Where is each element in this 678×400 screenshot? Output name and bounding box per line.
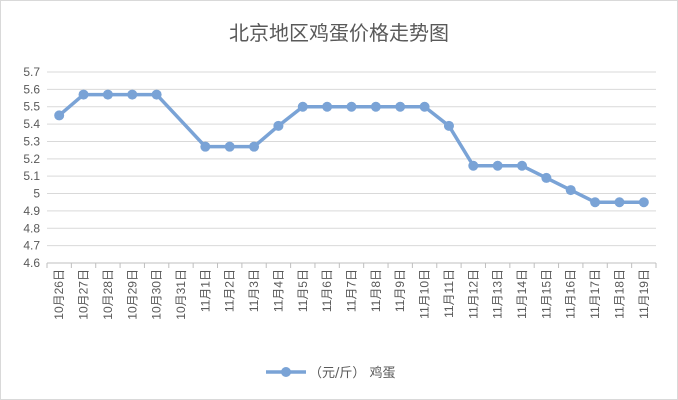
y-tick-label: 4.8	[23, 221, 40, 235]
data-point	[395, 101, 406, 112]
x-tick-label: 11月10日	[418, 269, 432, 319]
gridlines	[47, 71, 656, 247]
data-point	[370, 101, 381, 112]
data-point	[151, 89, 162, 100]
data-point	[78, 89, 89, 100]
data-point	[565, 185, 576, 196]
y-tick-label: 5.2	[23, 152, 40, 166]
x-tick-label: 11月2日	[223, 269, 237, 312]
x-tick-label: 10月31日	[174, 269, 188, 320]
data-point	[273, 120, 284, 131]
y-tick-label: 5.6	[23, 82, 40, 96]
x-tick-label: 10月29日	[125, 269, 139, 320]
x-tick-label: 11月4日	[271, 269, 285, 312]
x-tick-label: 11月6日	[320, 269, 334, 312]
x-tick-label: 11月1日	[198, 269, 212, 312]
data-point	[200, 141, 211, 152]
x-tick-label: 10月26日	[52, 269, 66, 320]
data-point	[468, 160, 479, 171]
data-point	[517, 160, 528, 171]
x-tick-label: 11月11日	[442, 269, 456, 318]
x-tick-label: 10月27日	[77, 269, 91, 320]
x-tick-label: 10月28日	[101, 269, 115, 320]
data-point	[346, 101, 357, 112]
y-tick-label: 5.7	[23, 65, 40, 79]
legend-label: （元/斤） 鸡蛋	[309, 365, 396, 381]
data-point	[102, 89, 113, 100]
y-tick-label: 4.9	[23, 204, 40, 218]
data-point	[419, 101, 430, 112]
data-point	[249, 141, 260, 152]
x-tick-label: 11月5日	[296, 269, 310, 312]
data-point	[127, 89, 138, 100]
y-tick-label: 5	[33, 187, 40, 201]
data-point	[443, 120, 454, 131]
x-tick-label: 11月3日	[247, 269, 261, 312]
y-tick-label: 5.5	[23, 100, 40, 114]
x-tick-label: 10月30日	[150, 269, 164, 320]
y-tick-label: 5.4	[23, 117, 40, 131]
data-point	[297, 101, 308, 112]
x-tick-label: 11月7日	[345, 269, 359, 312]
x-tick-label: 11月17日	[588, 269, 602, 319]
x-tick-label: 11月14日	[515, 269, 529, 319]
y-tick-labels: 4.6 4.7 4.8 4.9 5 5.1 5.2 5.3 5.4 5.5 5.6 5.7	[23, 65, 40, 270]
x-tick-label: 11月15日	[539, 269, 553, 319]
y-tick-label: 4.6	[23, 256, 40, 270]
y-tick-label: 5.3	[23, 134, 40, 148]
data-point	[638, 197, 649, 208]
x-tick-label: 11月13日	[491, 269, 505, 319]
series-egg-price	[54, 89, 649, 208]
data-point	[224, 141, 235, 152]
chart-title: 北京地区鸡蛋价格走势图	[229, 21, 449, 45]
data-point	[492, 160, 503, 171]
x-tick-label: 11月8日	[369, 269, 383, 312]
x-tick-label: 11月19日	[637, 269, 651, 319]
data-point	[54, 110, 65, 121]
legend: （元/斤） 鸡蛋	[266, 365, 396, 381]
data-point	[590, 197, 601, 208]
legend-marker-swatch	[281, 367, 291, 377]
x-tick-label: 11月9日	[393, 269, 407, 312]
x-axis	[46, 262, 657, 268]
y-tick-label: 4.7	[23, 239, 40, 253]
data-point	[541, 172, 552, 183]
x-tick-label: 11月18日	[612, 269, 626, 319]
x-tick-label: 11月12日	[466, 269, 480, 319]
data-point	[322, 101, 333, 112]
data-point	[614, 197, 625, 208]
x-tick-label: 11月16日	[564, 269, 578, 319]
x-tick-labels: 10月26日 10月27日 10月28日 10月29日 10月30日 10月31日 11月1…	[52, 269, 651, 320]
y-tick-label: 5.1	[23, 169, 40, 183]
